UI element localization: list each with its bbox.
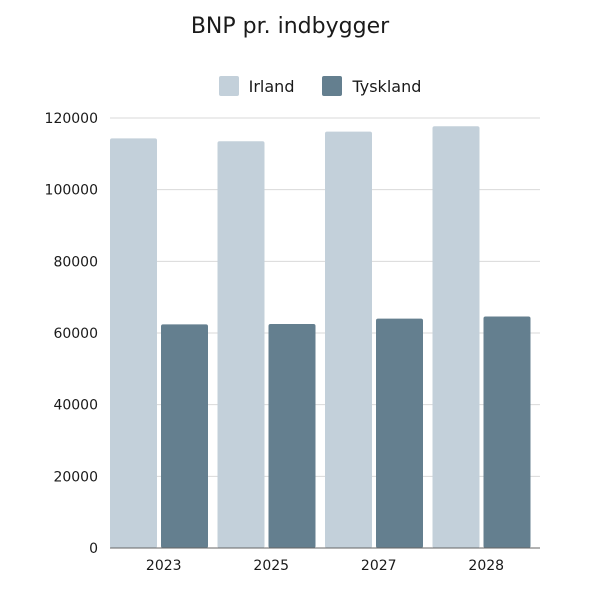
- bar-irland-2023: [110, 138, 157, 549]
- legend-swatch-irland: [218, 76, 239, 96]
- legend-swatch-tyskland: [322, 76, 343, 96]
- legend-item-tyskland[interactable]: Tyskland: [322, 76, 421, 96]
- bar-tyskland-2027: [376, 318, 423, 548]
- bar-tyskland-2028: [483, 316, 531, 548]
- x-tick-label: 2027: [361, 558, 397, 574]
- bar-irland-2027: [325, 131, 372, 548]
- y-tick-label: 80000: [53, 254, 98, 270]
- legend-label-irland: Irland: [248, 76, 295, 96]
- y-tick-label: 20000: [53, 469, 98, 485]
- y-tick-label: 120000: [45, 111, 98, 127]
- y-tick-label: 0: [89, 541, 98, 557]
- x-tick-label: 2023: [146, 558, 182, 574]
- y-tick-label: 100000: [45, 183, 98, 199]
- bar-tyskland-2025: [268, 324, 316, 548]
- x-tick-label: 2025: [253, 558, 289, 574]
- y-tick-label: 60000: [53, 326, 98, 342]
- chart-legend: Irland Tyskland: [0, 76, 600, 96]
- y-tick-label: 40000: [53, 398, 98, 414]
- legend-item-irland[interactable]: Irland: [218, 76, 295, 96]
- x-tick-label: 2028: [468, 558, 504, 574]
- bar-irland-2028: [432, 126, 480, 548]
- bar-irland-2025: [217, 141, 265, 548]
- legend-label-tyskland: Tyskland: [352, 76, 422, 96]
- bar-tyskland-2023: [161, 324, 208, 548]
- chart-title: BNP pr. indbygger: [190, 14, 390, 39]
